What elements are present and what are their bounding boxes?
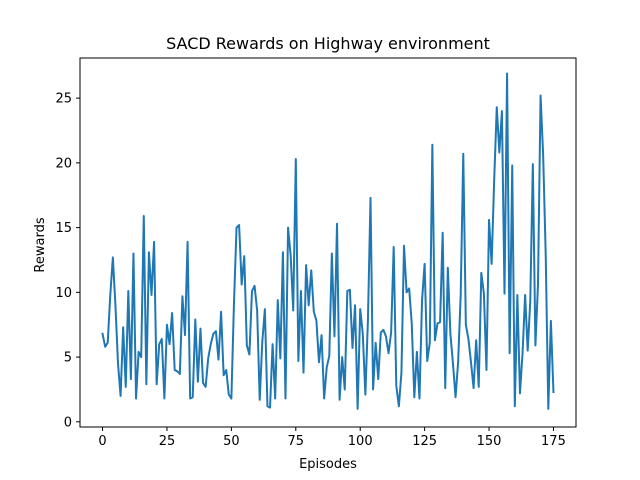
x-tick-label: 175	[541, 434, 566, 449]
axes-frame	[79, 57, 577, 428]
y-tick-label: 10	[55, 286, 72, 301]
series-line-0	[101, 72, 555, 410]
plot-area	[101, 72, 555, 410]
x-tick-label: 125	[412, 434, 437, 449]
y-tick-label: 25	[55, 92, 72, 107]
x-tick-label: 50	[223, 434, 240, 449]
chart-title: SACD Rewards on Highway environment	[166, 34, 490, 53]
axes: 0 25 50 75 100 125 150 175 0 5 10 15 20 25	[55, 57, 577, 449]
y-axis-label: Rewards	[33, 217, 48, 272]
x-tick-label: 100	[348, 434, 373, 449]
x-axis-label: Episodes	[299, 457, 357, 472]
x-tick-label: 0	[98, 434, 106, 449]
y-tick-label: 5	[64, 351, 72, 366]
x-tick-label: 75	[288, 434, 305, 449]
y-tick-label: 15	[55, 221, 72, 236]
y-tick-label: 0	[64, 415, 72, 430]
x-tick-label: 25	[159, 434, 176, 449]
y-tick-label: 20	[55, 156, 72, 171]
x-tick-label: 150	[477, 434, 502, 449]
